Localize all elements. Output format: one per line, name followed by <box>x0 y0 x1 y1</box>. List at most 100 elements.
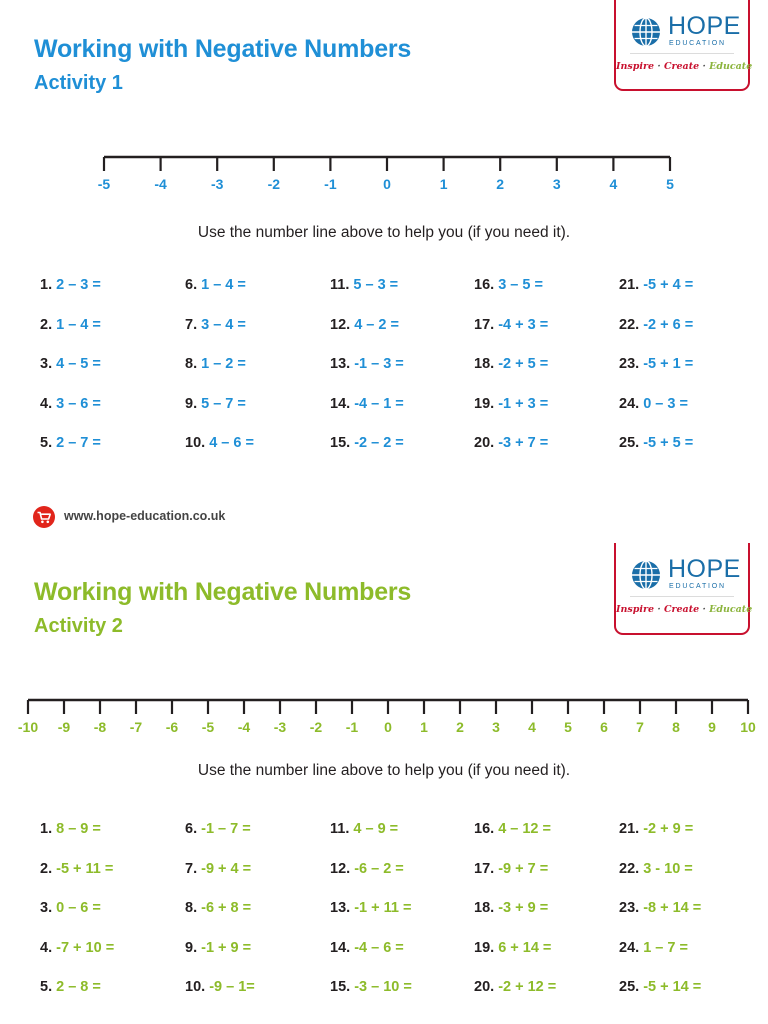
question-item: 25. -5 + 5 = <box>619 435 693 451</box>
number-line-label: 4 <box>610 176 618 192</box>
question-expression: 0 – 6 = <box>56 900 101 916</box>
question-number: 12. <box>330 860 355 877</box>
question-number: 18. <box>474 356 499 372</box>
question-expression: 0 – 3 = <box>643 395 688 412</box>
question-expression: 5 – 7 = <box>201 395 246 412</box>
activity-subtitle: Activity 1 <box>34 72 123 94</box>
question-expression: -2 + 12 = <box>498 979 557 995</box>
question-expression: 4 – 2 = <box>354 316 399 333</box>
question-item: 16. 3 – 5 = <box>474 277 543 293</box>
question-item: 24. 0 – 3 = <box>619 396 688 412</box>
question-number: 24. <box>619 395 644 412</box>
question-number: 24. <box>619 939 644 956</box>
question-number: 19. <box>474 395 499 412</box>
question-item: 3. 0 – 6 = <box>40 900 101 916</box>
tagline-educate: Educate <box>709 61 753 72</box>
question-number: 6. <box>185 277 202 293</box>
question-expression: -9 – 1= <box>209 979 255 995</box>
question-number: 23. <box>619 900 644 916</box>
logo-wordmark: HOPE <box>668 555 741 583</box>
question-item: 10. 4 – 6 = <box>185 435 254 451</box>
tagline-inspire: Inspire <box>616 61 654 72</box>
number-line-label: 2 <box>456 719 464 735</box>
question-expression: 3 – 4 = <box>201 316 246 333</box>
question-expression: 2 – 7 = <box>56 435 101 451</box>
question-number: 1. <box>40 821 57 837</box>
question-number: 9. <box>185 939 202 956</box>
question-item: 13. -1 – 3 = <box>330 356 404 372</box>
question-number: 25. <box>619 979 644 995</box>
question-expression: 4 – 9 = <box>353 821 399 837</box>
question-expression: -4 – 6 = <box>354 939 404 956</box>
question-item: 10. -9 – 1= <box>185 979 255 995</box>
logo-subtext: EDUCATION <box>669 583 726 590</box>
question-number: 23. <box>619 356 644 372</box>
question-item: 20. -3 + 7 = <box>474 435 548 451</box>
number-line: -5 -4 -3 -2 -1 0 1 2 3 4 5 <box>98 155 674 192</box>
number-line-label: 2 <box>496 176 504 192</box>
tagline-educate: Educate <box>709 604 753 615</box>
question-number: 25. <box>619 435 644 451</box>
question-number: 7. <box>185 316 202 333</box>
question-expression: 4 – 12 = <box>498 821 551 837</box>
question-item: 8. 1 – 2 = <box>185 356 246 372</box>
tagline-create: Create <box>663 604 700 615</box>
number-line-label: 3 <box>553 176 561 192</box>
number-line-label: -2 <box>310 719 323 735</box>
question-number: 3. <box>40 900 57 916</box>
number-line-label: -10 <box>18 719 38 735</box>
question-expression: 5 – 3 = <box>353 277 399 293</box>
number-line-label: 0 <box>384 719 392 735</box>
question-item: 23. -8 + 14 = <box>619 900 701 916</box>
instruction-text: Use the number line above to help you (i… <box>197 224 571 241</box>
question-expression: -9 + 7 = <box>498 860 549 877</box>
question-number: 14. <box>330 395 355 412</box>
hope-education-logo: HOPE EDUCATION Inspire · Create · Educat… <box>614 0 753 91</box>
question-item: 17. -4 + 3 = <box>474 317 548 333</box>
tagline-separator: · <box>702 61 706 72</box>
number-line-label: 4 <box>528 719 536 735</box>
number-line-label: 1 <box>440 176 448 192</box>
question-item: 4. 3 – 6 = <box>40 396 101 412</box>
question-number: 21. <box>619 277 644 293</box>
question-expression: -1 – 7 = <box>201 821 251 837</box>
question-item: 7. -9 + 4 = <box>185 861 251 877</box>
logo-subtext: EDUCATION <box>669 40 726 47</box>
website-link[interactable]: www.hope-education.co.uk <box>64 509 226 523</box>
question-expression: -1 + 9 = <box>201 939 252 956</box>
number-line-label: -8 <box>94 719 107 735</box>
question-expression: -8 + 14 = <box>643 900 702 916</box>
question-item: 11. 4 – 9 = <box>330 821 398 837</box>
question-number: 15. <box>330 435 355 451</box>
question-expression: -6 – 2 = <box>354 860 404 877</box>
question-number: 11. <box>330 277 354 293</box>
page-title: Working with Negative Numbers <box>34 35 412 63</box>
question-number: 22. <box>619 316 644 333</box>
question-number: 1. <box>40 277 57 293</box>
question-number: 9. <box>185 395 202 412</box>
tagline-separator: · <box>657 604 661 615</box>
question-expression: 1 – 2 = <box>201 356 246 372</box>
question-number: 21. <box>619 821 644 837</box>
question-item: 18. -2 + 5 = <box>474 356 548 372</box>
question-item: 14. -4 – 1 = <box>330 396 404 412</box>
question-item: 21. -2 + 9 = <box>619 821 693 837</box>
logo-divider <box>630 53 734 54</box>
question-expression: 6 + 14 = <box>498 939 552 956</box>
question-item: 12. -6 – 2 = <box>330 861 404 877</box>
question-expression: 1 – 7 = <box>643 939 688 956</box>
number-line-label: 10 <box>740 719 756 735</box>
question-expression: -1 + 3 = <box>498 395 549 412</box>
question-number: 8. <box>185 900 202 916</box>
question-expression: -1 + 11 = <box>354 900 412 916</box>
question-item: 14. -4 – 6 = <box>330 940 404 956</box>
question-expression: -2 – 2 = <box>354 435 404 451</box>
number-line-label: 7 <box>636 719 644 735</box>
question-number: 6. <box>185 821 202 837</box>
number-line-label: 0 <box>383 176 391 192</box>
instruction-text: Use the number line above to help you (i… <box>197 762 571 779</box>
question-expression: -5 + 11 = <box>56 860 114 877</box>
question-expression: -2 + 9 = <box>643 821 694 837</box>
number-line-label: 6 <box>600 719 608 735</box>
tagline-separator: · <box>657 61 661 72</box>
